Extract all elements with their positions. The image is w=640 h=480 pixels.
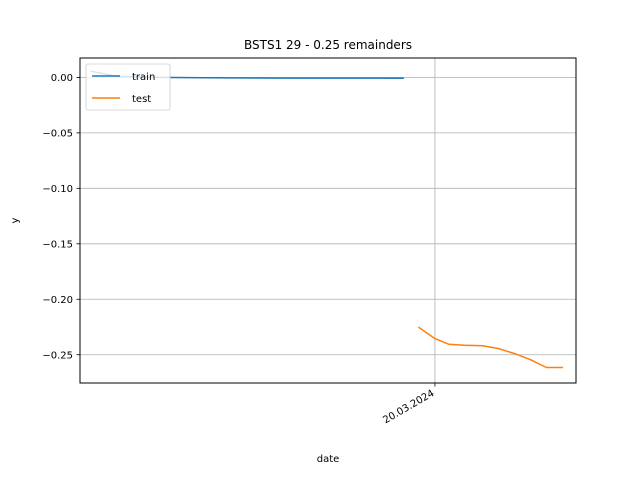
y-tick-label: −0.25 xyxy=(42,350,73,361)
legend: train test xyxy=(85,63,171,111)
y-tick-label: −0.20 xyxy=(42,295,73,306)
chart-title: BSTS1 29 - 0.25 remainders xyxy=(244,38,412,52)
series-line-test xyxy=(417,326,564,369)
y-axis-ticks: 0.00 −0.05 −0.10 −0.15 −0.20 −0.25 xyxy=(42,73,80,361)
legend-label-test: test xyxy=(132,94,151,105)
legend-box xyxy=(85,63,171,111)
y-tick-label: −0.10 xyxy=(42,184,73,195)
y-axis-label: y xyxy=(10,217,21,223)
y-tick-label: −0.15 xyxy=(42,239,73,250)
plot-frame xyxy=(79,57,577,384)
legend-label-train: train xyxy=(132,72,155,83)
y-tick-label: 0.00 xyxy=(51,73,73,84)
x-axis-label: date xyxy=(317,454,340,465)
y-tick-label: −0.05 xyxy=(42,128,73,139)
